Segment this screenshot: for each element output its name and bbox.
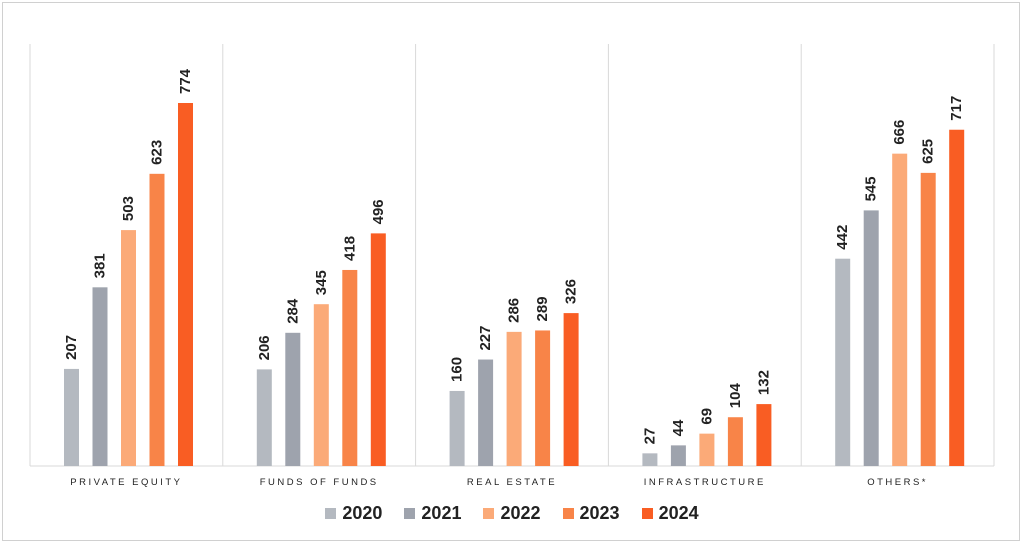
data-label-others-2021: 545 [863,176,880,201]
bar-real-estate-2020 [449,390,465,466]
legend-item-2022: 2022 [483,502,541,524]
data-label-funds-of-funds-2023: 418 [341,236,358,261]
data-label-infrastructure-2020: 27 [641,428,658,445]
legend-swatch-2021 [404,507,416,519]
bar-others-2024 [949,129,965,467]
bar-others-2021 [863,210,879,466]
data-label-infrastructure-2024: 132 [755,370,772,395]
bar-others-2023 [920,172,936,466]
data-label-private-equity-2023: 623 [149,140,166,165]
category-label-infrastructure: INFRASTRUCTURE [644,477,766,488]
bar-funds-of-funds-2023 [342,269,358,466]
bar-funds-of-funds-2020 [256,369,272,466]
chart-legend: 2020 2021 2022 2023 2024 [0,500,1024,526]
data-label-private-equity-2022: 503 [120,196,137,221]
bar-infrastructure-2021 [670,445,686,466]
bar-private-equity-2024 [178,103,193,466]
legend-label-2024: 2024 [658,502,699,523]
legend-swatch-2024 [641,507,653,519]
legend-swatch-2020 [325,507,337,519]
bar-funds-of-funds-2021 [285,332,301,466]
data-label-funds-of-funds-2021: 284 [284,298,301,324]
data-label-infrastructure-2023: 104 [727,383,744,409]
data-label-real-estate-2023: 289 [534,296,551,321]
data-label-funds-of-funds-2024: 496 [370,199,387,224]
data-label-others-2022: 666 [891,120,908,145]
bar-private-equity-2021 [92,287,108,466]
data-label-real-estate-2024: 326 [563,279,580,304]
data-label-real-estate-2021: 227 [477,326,494,351]
data-label-funds-of-funds-2020: 206 [256,335,273,360]
data-label-private-equity-2021: 381 [92,253,109,278]
legend-label-2021: 2021 [421,502,462,523]
legend-item-2024: 2024 [641,502,699,524]
bar-real-estate-2024 [563,313,579,466]
bar-others-2022 [892,153,908,466]
data-label-private-equity-2020: 207 [63,335,80,360]
bar-real-estate-2021 [478,359,494,466]
bar-funds-of-funds-2024 [370,233,386,466]
bar-infrastructure-2024 [756,404,772,466]
data-label-infrastructure-2022: 69 [698,408,715,425]
legend-item-2021: 2021 [404,503,461,524]
bar-real-estate-2023 [535,330,551,466]
legend-label-2022: 2022 [500,502,541,523]
bar-infrastructure-2023 [727,417,743,466]
legend-label-2023: 2023 [579,502,620,523]
legend-swatch-2023 [562,507,574,519]
data-label-private-equity-2024: 774 [177,68,194,94]
category-label-private-equity: PRIVATE EQUITY [70,477,182,488]
bar-private-equity-2022 [121,230,136,466]
data-label-infrastructure-2021: 44 [670,419,687,436]
data-label-real-estate-2022: 286 [506,298,523,323]
legend-label-2020: 2020 [342,502,383,523]
legend-item-2020: 2020 [325,503,382,524]
category-label-funds-of-funds: FUNDS OF FUNDS [260,477,379,488]
category-label-others: OTHERS* [867,477,928,488]
legend-swatch-2022 [483,507,495,519]
legend-item-2023: 2023 [562,502,620,524]
bar-infrastructure-2020 [642,453,658,466]
category-label-real-estate: REAL ESTATE [467,477,557,488]
data-label-others-2024: 717 [948,96,965,121]
data-label-others-2020: 442 [834,225,851,250]
bar-real-estate-2022 [506,331,522,466]
bar-private-equity-2020 [64,368,79,466]
bar-infrastructure-2022 [699,433,715,466]
bar-others-2020 [835,258,851,466]
data-label-others-2023: 625 [920,139,937,164]
data-label-funds-of-funds-2022: 345 [313,270,330,295]
data-label-real-estate-2020: 160 [449,357,466,382]
bar-private-equity-2023 [149,173,165,467]
bar-funds-of-funds-2022 [313,304,329,466]
